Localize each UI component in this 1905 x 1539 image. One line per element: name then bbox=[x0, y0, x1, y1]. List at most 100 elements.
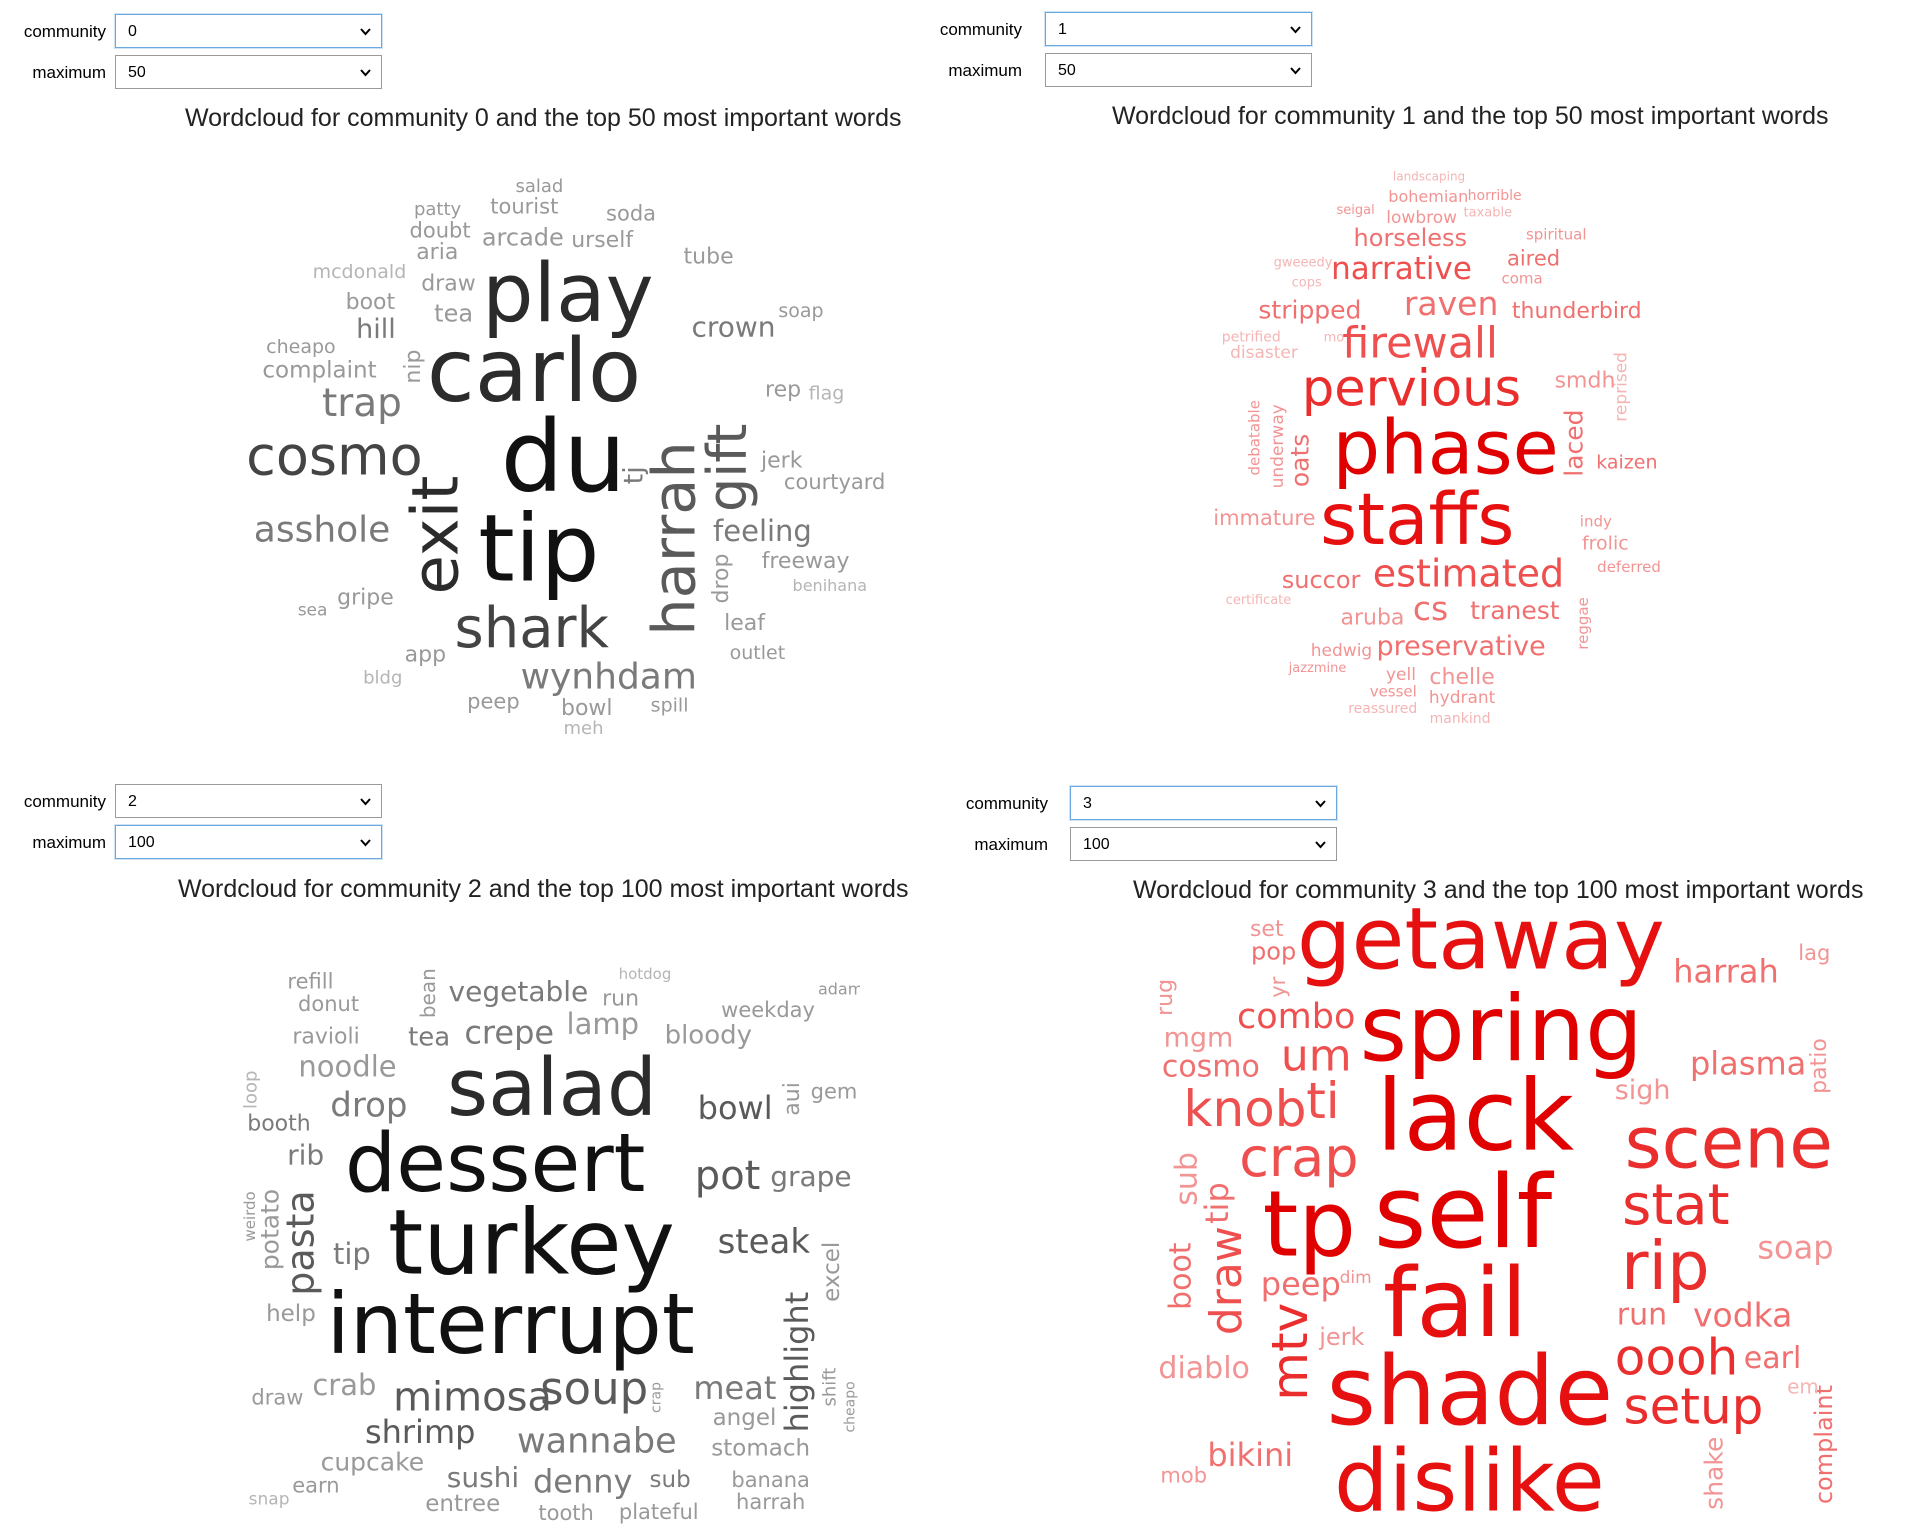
word: combo bbox=[1237, 997, 1355, 1037]
word: debatable bbox=[1246, 400, 1264, 475]
word: soap bbox=[1757, 1228, 1833, 1266]
word: hotdog bbox=[619, 965, 672, 983]
word: mo bbox=[1324, 330, 1345, 345]
maximum-select[interactable]: 100 bbox=[1070, 827, 1337, 861]
word: refill bbox=[287, 970, 333, 994]
word: salad bbox=[447, 1042, 657, 1134]
word: turkey bbox=[388, 1190, 675, 1295]
word: succor bbox=[1282, 566, 1361, 594]
word: sub bbox=[1170, 1152, 1205, 1206]
word: bloody bbox=[665, 1021, 752, 1051]
word: indy bbox=[1580, 513, 1612, 531]
word: adam bbox=[818, 980, 860, 999]
maximum-label: maximum bbox=[32, 63, 106, 82]
word: snap bbox=[249, 1490, 290, 1510]
community-select[interactable]: 2 bbox=[115, 784, 382, 818]
word: rib bbox=[287, 1138, 324, 1171]
word: crab bbox=[312, 1368, 376, 1402]
word: ti bbox=[1306, 1072, 1340, 1130]
word: benihana bbox=[793, 576, 867, 595]
word: pasta bbox=[279, 1190, 323, 1295]
word: dislike bbox=[1334, 1431, 1605, 1530]
word: seigal bbox=[1336, 203, 1374, 218]
word: aired bbox=[1507, 246, 1560, 270]
word: drop bbox=[330, 1085, 407, 1125]
word: lag bbox=[1798, 941, 1830, 965]
word: tooth bbox=[538, 1501, 593, 1525]
word: doubt bbox=[410, 218, 471, 242]
wordcloud-canvas: turkey interrupt dessert salad soup mimosa pot… bbox=[240, 965, 860, 1525]
word: patty bbox=[414, 199, 462, 220]
maximum-select[interactable]: 50 bbox=[1045, 53, 1312, 87]
word: fail bbox=[1383, 1249, 1527, 1359]
word: deferred bbox=[1597, 558, 1661, 576]
word: asshole bbox=[254, 509, 391, 550]
community-select[interactable]: 3 bbox=[1070, 786, 1337, 820]
word: bldg bbox=[363, 667, 402, 688]
word: draw bbox=[251, 1385, 303, 1409]
word: trap bbox=[322, 381, 402, 426]
word: outlet bbox=[730, 642, 786, 664]
word: bowl bbox=[698, 1089, 773, 1127]
community-select[interactable]: 0 bbox=[115, 14, 382, 48]
word: pot bbox=[695, 1153, 761, 1199]
word: freeway bbox=[762, 549, 850, 574]
word: meh bbox=[563, 718, 603, 739]
community-select-value: 3 bbox=[1083, 795, 1092, 812]
word: cosmo bbox=[1162, 1049, 1260, 1084]
word: reprised bbox=[1611, 352, 1631, 422]
community-label: community bbox=[23, 22, 106, 41]
maximum-select[interactable]: 50 bbox=[115, 55, 382, 89]
word: diablo bbox=[1158, 1351, 1250, 1386]
word: potato bbox=[255, 1189, 284, 1270]
word: crap bbox=[648, 1382, 664, 1413]
word: bowl bbox=[561, 696, 613, 721]
word: getaway bbox=[1297, 900, 1665, 990]
word: pervious bbox=[1302, 360, 1521, 419]
word: entree bbox=[425, 1491, 500, 1517]
word: steak bbox=[718, 1222, 811, 1262]
word: tranest bbox=[1470, 596, 1560, 625]
word: jerk bbox=[1318, 1323, 1364, 1351]
wordcloud-title: Wordcloud for community 2 and the top 10… bbox=[178, 875, 909, 903]
word: spring bbox=[1360, 977, 1643, 1082]
word: sub bbox=[650, 1467, 691, 1493]
panel-community-0: community 0 maximum 50 Wordcloud for com… bbox=[0, 0, 950, 770]
word: horrible bbox=[1468, 188, 1522, 204]
community-select[interactable]: 1 bbox=[1045, 12, 1312, 46]
word: tea bbox=[408, 1022, 450, 1052]
word: drop bbox=[709, 554, 734, 604]
word: smdh bbox=[1555, 368, 1616, 393]
word: courtyard bbox=[784, 470, 885, 494]
word: crepe bbox=[464, 1013, 554, 1051]
word: tp bbox=[1263, 1172, 1356, 1277]
word: scene bbox=[1625, 1102, 1833, 1185]
word: hydrant bbox=[1429, 688, 1496, 708]
word: cs bbox=[1413, 589, 1448, 628]
maximum-label: maximum bbox=[974, 835, 1048, 854]
word: phase bbox=[1333, 404, 1559, 492]
word: reggae bbox=[1574, 597, 1592, 650]
maximum-select-value: 100 bbox=[128, 834, 155, 851]
word: lowbrow bbox=[1386, 208, 1457, 228]
word: wannabe bbox=[517, 1421, 677, 1461]
word: soda bbox=[606, 201, 656, 225]
word: narrative bbox=[1331, 251, 1472, 287]
maximum-select[interactable]: 100 bbox=[115, 825, 382, 859]
word: stripped bbox=[1258, 296, 1361, 325]
chevron-down-icon bbox=[1290, 26, 1301, 34]
word: lack bbox=[1376, 1060, 1574, 1174]
word: spiritual bbox=[1526, 226, 1587, 244]
chevron-down-icon bbox=[360, 839, 371, 847]
word: donut bbox=[298, 992, 359, 1016]
panel-community-3: community 3 maximum 100 Wordcloud for co… bbox=[950, 770, 1905, 1539]
word: bohemian bbox=[1388, 187, 1468, 206]
chevron-down-icon bbox=[1290, 67, 1301, 75]
chevron-down-icon bbox=[1315, 800, 1326, 808]
word: certificate bbox=[1226, 593, 1292, 608]
word: shrimp bbox=[365, 1413, 475, 1451]
word: cops bbox=[1292, 275, 1322, 290]
word: excel bbox=[819, 1242, 845, 1302]
word: dessert bbox=[345, 1117, 646, 1211]
